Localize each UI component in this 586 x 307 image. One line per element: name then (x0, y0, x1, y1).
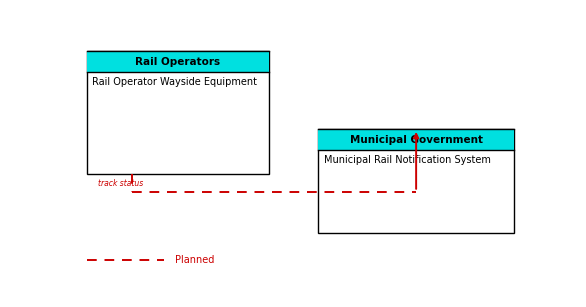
Bar (87, 51, 268, 174)
Text: Planned: Planned (175, 255, 215, 265)
Bar (319, 129, 514, 233)
Text: Rail Operator Wayside Equipment: Rail Operator Wayside Equipment (93, 77, 257, 87)
Bar (87, 51, 268, 72)
Text: Municipal Rail Notification System: Municipal Rail Notification System (324, 155, 491, 165)
Text: Municipal Government: Municipal Government (350, 135, 483, 145)
Text: track status: track status (98, 179, 144, 188)
Text: Rail Operators: Rail Operators (135, 57, 220, 67)
Bar (319, 129, 514, 150)
